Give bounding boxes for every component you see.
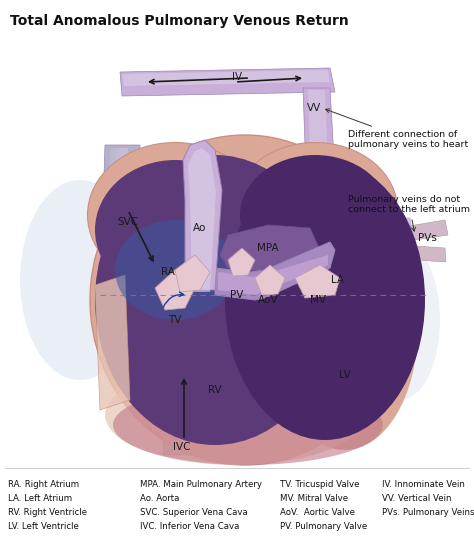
Text: AoV.  Aortic Valve: AoV. Aortic Valve — [280, 508, 355, 517]
Text: PVs. Pulmonary Veins: PVs. Pulmonary Veins — [382, 508, 474, 517]
Text: RA. Right Atrium: RA. Right Atrium — [8, 480, 79, 489]
Polygon shape — [215, 242, 335, 300]
Text: PV. Pulmonary Valve: PV. Pulmonary Valve — [280, 522, 367, 531]
Text: IV: IV — [232, 72, 242, 82]
Ellipse shape — [105, 365, 365, 465]
Polygon shape — [385, 244, 446, 262]
Polygon shape — [303, 88, 338, 230]
Text: MV: MV — [310, 295, 326, 305]
Ellipse shape — [273, 210, 418, 450]
Ellipse shape — [95, 160, 255, 300]
Text: Total Anomalous Pulmonary Venous Return: Total Anomalous Pulmonary Venous Return — [10, 14, 349, 28]
Polygon shape — [120, 68, 335, 96]
Text: LV. Left Ventricle: LV. Left Ventricle — [8, 522, 79, 531]
Ellipse shape — [95, 155, 335, 445]
Text: RA: RA — [161, 267, 175, 277]
Text: RV: RV — [208, 385, 222, 395]
Polygon shape — [308, 218, 414, 250]
Text: IV. Innominate Vein: IV. Innominate Vein — [382, 480, 465, 489]
Text: Ao. Aorta: Ao. Aorta — [140, 494, 179, 503]
Polygon shape — [220, 225, 320, 272]
Ellipse shape — [88, 143, 263, 288]
Text: MPA. Main Pulmonary Artery: MPA. Main Pulmonary Artery — [140, 480, 262, 489]
Text: VV. Vertical Vein: VV. Vertical Vein — [382, 494, 452, 503]
Ellipse shape — [115, 220, 235, 320]
Ellipse shape — [233, 143, 398, 277]
Polygon shape — [255, 265, 285, 295]
Text: LV: LV — [339, 370, 351, 380]
Text: AoV: AoV — [258, 295, 278, 305]
Polygon shape — [218, 255, 328, 295]
Polygon shape — [228, 248, 255, 276]
Text: LA. Left Atrium: LA. Left Atrium — [8, 494, 72, 503]
Ellipse shape — [113, 385, 383, 465]
Text: SVC: SVC — [118, 217, 138, 227]
Text: IVC. Inferior Vena Cava: IVC. Inferior Vena Cava — [140, 522, 239, 531]
Polygon shape — [385, 220, 448, 244]
Ellipse shape — [360, 240, 440, 400]
Ellipse shape — [90, 135, 400, 465]
Ellipse shape — [225, 160, 425, 440]
Text: TV. Tricuspid Valve: TV. Tricuspid Valve — [280, 480, 359, 489]
Polygon shape — [172, 372, 193, 453]
Text: MPA: MPA — [257, 243, 279, 253]
Polygon shape — [103, 148, 118, 298]
Polygon shape — [295, 265, 340, 298]
Text: Different connection of
pulmonary veins to heart: Different connection of pulmonary veins … — [326, 109, 468, 149]
Polygon shape — [100, 145, 145, 300]
Polygon shape — [108, 148, 132, 298]
Ellipse shape — [240, 155, 390, 275]
Text: VV: VV — [307, 103, 321, 113]
Polygon shape — [155, 270, 195, 310]
Text: PVs: PVs — [418, 233, 437, 243]
Polygon shape — [175, 255, 210, 292]
Text: PV: PV — [230, 290, 244, 300]
Polygon shape — [122, 70, 330, 86]
Polygon shape — [165, 375, 180, 453]
Polygon shape — [188, 148, 216, 292]
Ellipse shape — [281, 225, 399, 435]
Polygon shape — [308, 90, 330, 228]
Polygon shape — [95, 275, 130, 410]
Text: TV: TV — [168, 315, 182, 325]
Text: Ao: Ao — [193, 223, 207, 233]
Text: LA: LA — [331, 275, 345, 285]
Text: RV. Right Ventricle: RV. Right Ventricle — [8, 508, 87, 517]
Text: Pulmonary veins do not
connect to the left atrium: Pulmonary veins do not connect to the le… — [348, 195, 470, 231]
Text: IVC: IVC — [173, 442, 191, 452]
Polygon shape — [163, 370, 205, 455]
Text: SVC. Superior Vena Cava: SVC. Superior Vena Cava — [140, 508, 248, 517]
Text: MV. Mitral Valve: MV. Mitral Valve — [280, 494, 348, 503]
Polygon shape — [300, 222, 342, 258]
Ellipse shape — [20, 180, 140, 380]
Polygon shape — [183, 140, 222, 290]
